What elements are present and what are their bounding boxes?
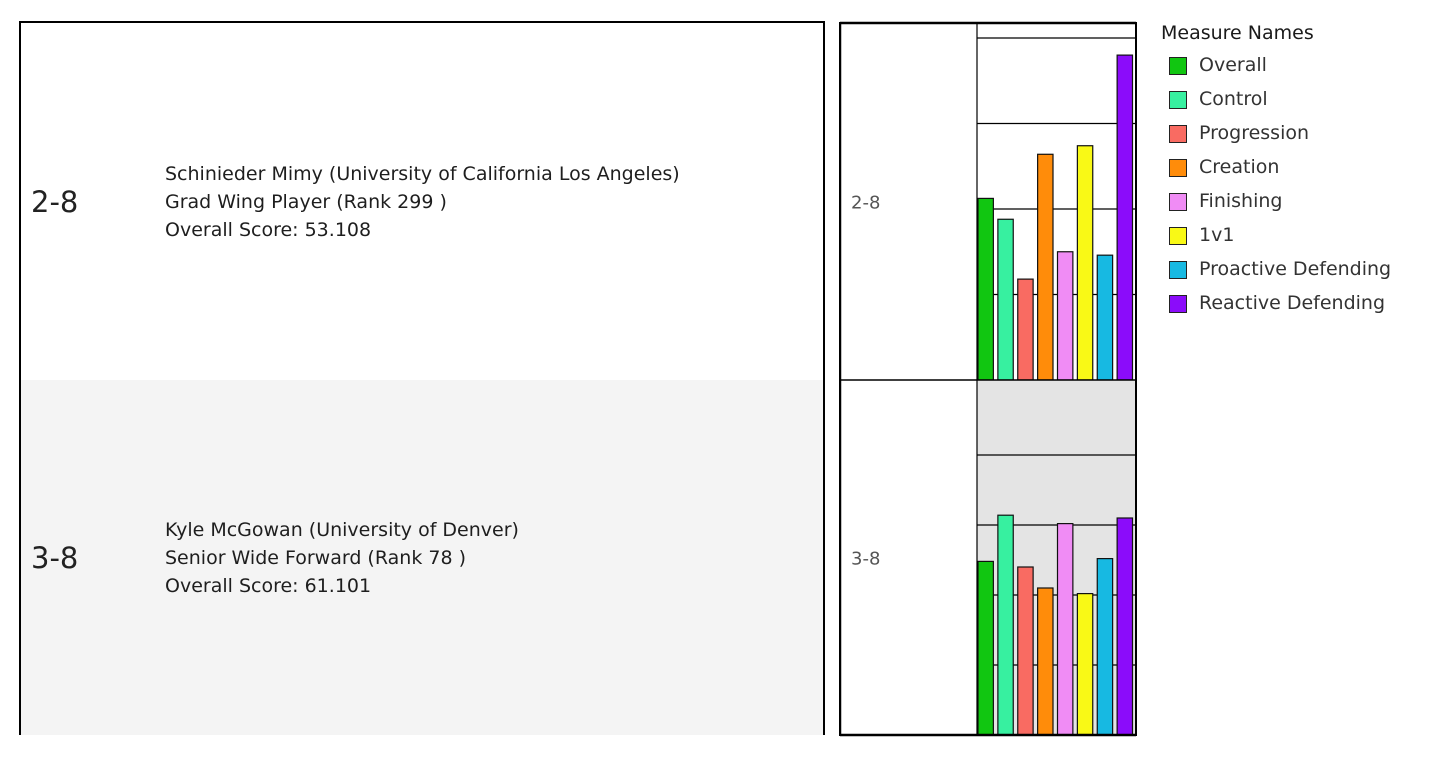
table-row: 3-8 Kyle McGowan (University of Denver) … [21,380,823,735]
bar-1v1 [1076,592,1094,736]
bar-creation [1037,153,1054,381]
legend-label: Creation [1199,156,1280,178]
legend-swatch [1169,91,1187,109]
player-table: 2-8 Schinieder Mimy (University of Calif… [19,21,825,735]
bar-control [997,514,1014,736]
legend-label: Proactive Defending [1199,258,1392,280]
legend-swatch [1169,125,1187,143]
player-name: Kyle McGowan (University of Denver) [165,518,519,541]
legend-title: Measure Names [1161,22,1314,44]
bar-progression [1017,566,1034,736]
panel-label: 2-8 [851,193,880,214]
bar-overall [977,560,994,736]
bar-finishing [1056,523,1074,736]
legend-item[interactable]: Proactive Defending [1161,258,1451,292]
row-id: 2-8 [31,184,79,219]
player-info: Schinieder Mimy (University of Californi… [165,160,680,244]
panel-label: 3-8 [851,549,880,570]
legend-swatch [1169,295,1187,313]
bar-overall [977,197,994,381]
player-score: Overall Score: 61.101 [165,574,372,597]
legend-item[interactable]: Finishing [1161,190,1451,224]
bar-proactive-defending [1096,254,1114,381]
bar-chart: 2-8 3-8 [839,21,1140,737]
legend-label: Progression [1199,122,1310,144]
legend-swatch [1169,193,1187,211]
legend-label: Reactive Defending [1199,292,1386,314]
player-name: Schinieder Mimy (University of Californi… [165,162,680,185]
legend-label: Control [1199,88,1268,110]
bar-reactive-defending [1116,517,1134,736]
legend-swatch [1169,159,1187,177]
bar-finishing [1056,251,1074,381]
bar-proactive-defending [1096,557,1114,736]
row-id: 3-8 [31,540,79,575]
legend: Measure Names Overall Control Progression C… [1161,22,1451,326]
legend-item[interactable]: Overall [1161,54,1451,88]
legend-label: Overall [1199,54,1267,76]
player-info: Kyle McGowan (University of Denver) Seni… [165,516,519,600]
legend-label: Finishing [1199,190,1283,212]
player-score: Overall Score: 53.108 [165,218,372,241]
legend-swatch [1169,227,1187,245]
player-role: Grad Wing Player (Rank 299 ) [165,190,447,213]
player-role: Senior Wide Forward (Rank 78 ) [165,546,466,569]
legend-label: 1v1 [1199,224,1235,246]
bar-control [997,218,1014,381]
bar-progression [1017,278,1034,381]
legend-item[interactable]: Reactive Defending [1161,292,1451,326]
legend-item[interactable]: Creation [1161,156,1451,190]
bar-reactive-defending [1116,54,1134,381]
legend-item[interactable]: Control [1161,88,1451,122]
legend-item[interactable]: 1v1 [1161,224,1451,258]
legend-swatch [1169,57,1187,75]
legend-swatch [1169,261,1187,279]
table-row: 2-8 Schinieder Mimy (University of Calif… [21,23,823,380]
bar-chart-svg: 2-8 3-8 [839,21,1137,737]
bar-creation [1037,587,1054,736]
legend-item[interactable]: Progression [1161,122,1451,156]
bar-1v1 [1076,145,1094,381]
